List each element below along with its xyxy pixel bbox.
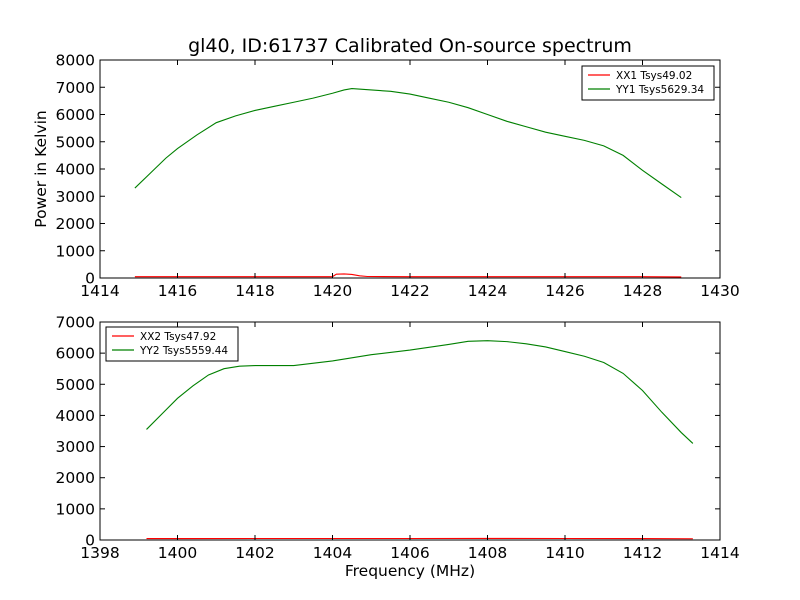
y-tick-label: 2000	[56, 215, 95, 233]
x-tick-label: 1404	[313, 544, 352, 562]
bottom-subplot: 1398 1400 1402 1404 1406 1408 1410 1412 1414 0 100…	[56, 314, 740, 563]
legend-label: YY1 Tsys5629.34	[615, 84, 704, 96]
y-axis-label: Power in Kelvin	[32, 110, 50, 227]
x-tick-label: 1418	[235, 282, 274, 300]
x-tick-label: 1406	[390, 544, 429, 562]
x-tick-label: 1400	[158, 544, 197, 562]
series-line-1-1	[134, 273, 682, 278]
legend: XX2 Tsys47.92 YY2 Tsys5559.44	[105, 326, 239, 362]
x-tick-label: 1408	[468, 544, 507, 562]
x-tick-label: 1414	[80, 282, 119, 300]
legend-label: XX2 Tsys47.92	[140, 331, 216, 343]
y-tick-label: 1000	[56, 242, 95, 260]
y-tick-label: 1000	[56, 500, 95, 518]
x-tick-label: 1428	[623, 282, 662, 300]
x-tick-label: 1414	[700, 544, 739, 562]
x-tick-label: 1416	[158, 282, 197, 300]
y-tick-label: 3000	[56, 438, 95, 456]
x-axis-label: Frequency (MHz)	[345, 562, 475, 580]
y-tick-label: 7000	[56, 314, 95, 332]
y-tick-label: 4000	[56, 407, 95, 425]
y-tick-label: 6000	[56, 106, 95, 124]
y-tick-label: 0	[85, 532, 95, 550]
legend: XX1 Tsys49.02 YY1 Tsys5629.34	[581, 65, 715, 101]
x-tick-label: 1402	[235, 544, 274, 562]
x-tick-label: 1426	[545, 282, 584, 300]
x-tick-label: 1420	[313, 282, 352, 300]
y-tick-label: 5000	[56, 376, 95, 394]
legend-label: YY2 Tsys5559.44	[139, 345, 228, 357]
y-tick-label: 8000	[56, 52, 95, 70]
legend-label: XX1 Tsys49.02	[616, 70, 692, 82]
x-tick-label: 1422	[390, 282, 429, 300]
y-tick-label: 5000	[56, 133, 95, 151]
x-tick-label: 1410	[545, 544, 584, 562]
x-tick-label: 1412	[623, 544, 662, 562]
series-line-2-2	[146, 340, 694, 444]
x-tick-label: 1424	[468, 282, 507, 300]
y-tick-label: 3000	[56, 188, 95, 206]
legend-box	[105, 326, 239, 362]
y-tick-label: 6000	[56, 345, 95, 363]
series-line-1-2	[134, 88, 682, 199]
figure-title: gl40, ID:61737 Calibrated On-source spec…	[188, 35, 632, 57]
top-subplot: 1414 1416 1418 1420 1422 1424 1426 1428 1430 0 100…	[56, 52, 740, 301]
y-tick-label: 2000	[56, 469, 95, 487]
legend-box	[581, 65, 715, 101]
x-tick-label: 1430	[700, 282, 739, 300]
y-tick-label: 4000	[56, 161, 95, 179]
x-tick-label: 1398	[80, 544, 119, 562]
y-tick-label: 0	[85, 270, 95, 288]
y-tick-label: 7000	[56, 79, 95, 97]
